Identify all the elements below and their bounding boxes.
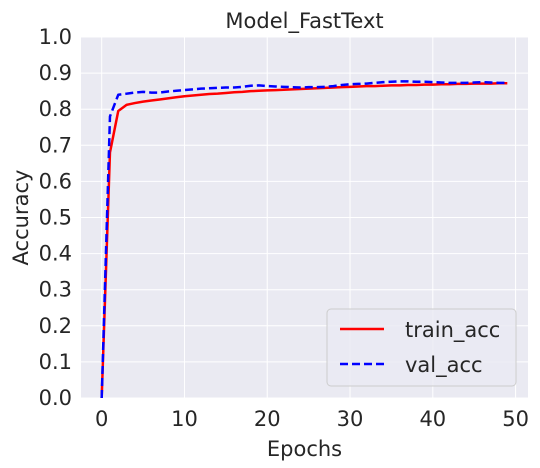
y-tick-label: 0.5 bbox=[39, 206, 72, 230]
y-axis-label: Accuracy bbox=[9, 170, 33, 266]
y-tick-label: 0.7 bbox=[39, 133, 72, 157]
series-line-val-acc bbox=[100, 80, 508, 399]
x-tick-label: 20 bbox=[254, 407, 281, 431]
y-tick-label: 0.3 bbox=[39, 278, 72, 302]
y-tick-label: 0.1 bbox=[39, 350, 72, 374]
legend-label-val-acc: val_acc bbox=[405, 353, 483, 378]
x-tick-label: 40 bbox=[419, 407, 446, 431]
chart-title: Model_FastText bbox=[225, 9, 383, 34]
y-tick-label: 0.9 bbox=[39, 61, 72, 85]
x-tick-label: 10 bbox=[171, 407, 198, 431]
x-tick-label: 0 bbox=[95, 407, 108, 431]
y-tick-label: 1.0 bbox=[39, 25, 72, 49]
x-tick-label: 50 bbox=[502, 407, 529, 431]
y-tick-label: 0.0 bbox=[39, 386, 72, 410]
tick-labels: 0 10 20 30 40 50 0.0 0.1 0.2 0.3 0.4 0.5 0.6 0.7 0.8 0.… bbox=[39, 25, 529, 431]
legend-label-train-acc: train_acc bbox=[405, 318, 500, 343]
series-line-train-acc bbox=[100, 81, 508, 399]
y-tick-label: 0.6 bbox=[39, 169, 72, 193]
y-tick-label: 0.8 bbox=[39, 97, 72, 121]
y-tick-label: 0.2 bbox=[39, 314, 72, 338]
series-layer bbox=[100, 80, 508, 399]
y-tick-label: 0.4 bbox=[39, 242, 72, 266]
x-axis-label: Epochs bbox=[267, 437, 342, 461]
legend: train_acc val_acc bbox=[326, 308, 517, 387]
x-tick-label: 30 bbox=[337, 407, 364, 431]
